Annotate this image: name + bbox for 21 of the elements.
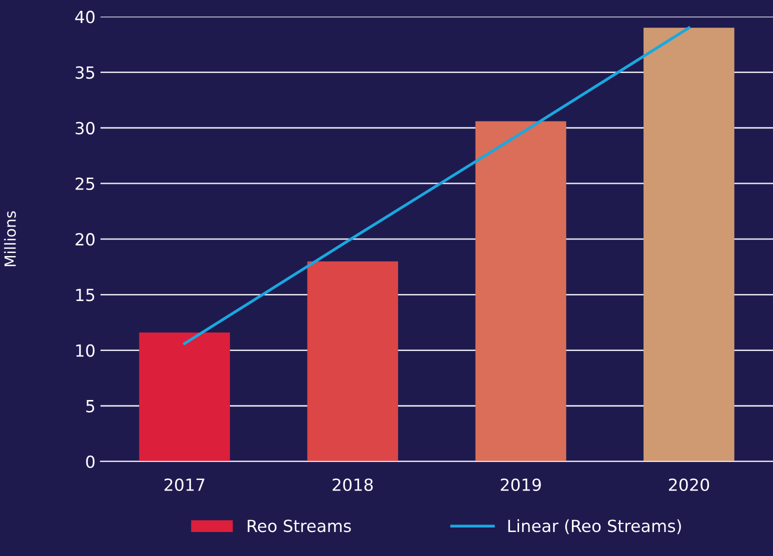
y-tick-label: 5 (86, 400, 94, 412)
y-tick-label: 15 (76, 288, 94, 302)
legend-label: Linear (Reo Streams) (508, 519, 681, 534)
bar (139, 332, 230, 462)
x-tick-label: 2019 (500, 478, 541, 492)
x-tick-label: 2018 (332, 478, 373, 492)
y-axis-title: Millions (4, 211, 16, 266)
bar (475, 121, 566, 462)
y-tick-label: 40 (75, 10, 95, 24)
y-tick-label: 10 (76, 344, 95, 357)
y-tick-label: 20 (76, 233, 95, 246)
y-tick-label: 0 (86, 455, 95, 468)
x-tick-label: 2017 (164, 478, 204, 492)
bar (644, 28, 734, 462)
bar (307, 261, 398, 462)
y-tick-label: 35 (76, 66, 94, 79)
x-tick-label: 2020 (668, 478, 710, 492)
y-tick-label: 30 (76, 122, 95, 134)
y-tick-label: 25 (76, 177, 94, 190)
legend-label: Reo Streams (248, 520, 351, 532)
line-series (183, 26, 690, 345)
